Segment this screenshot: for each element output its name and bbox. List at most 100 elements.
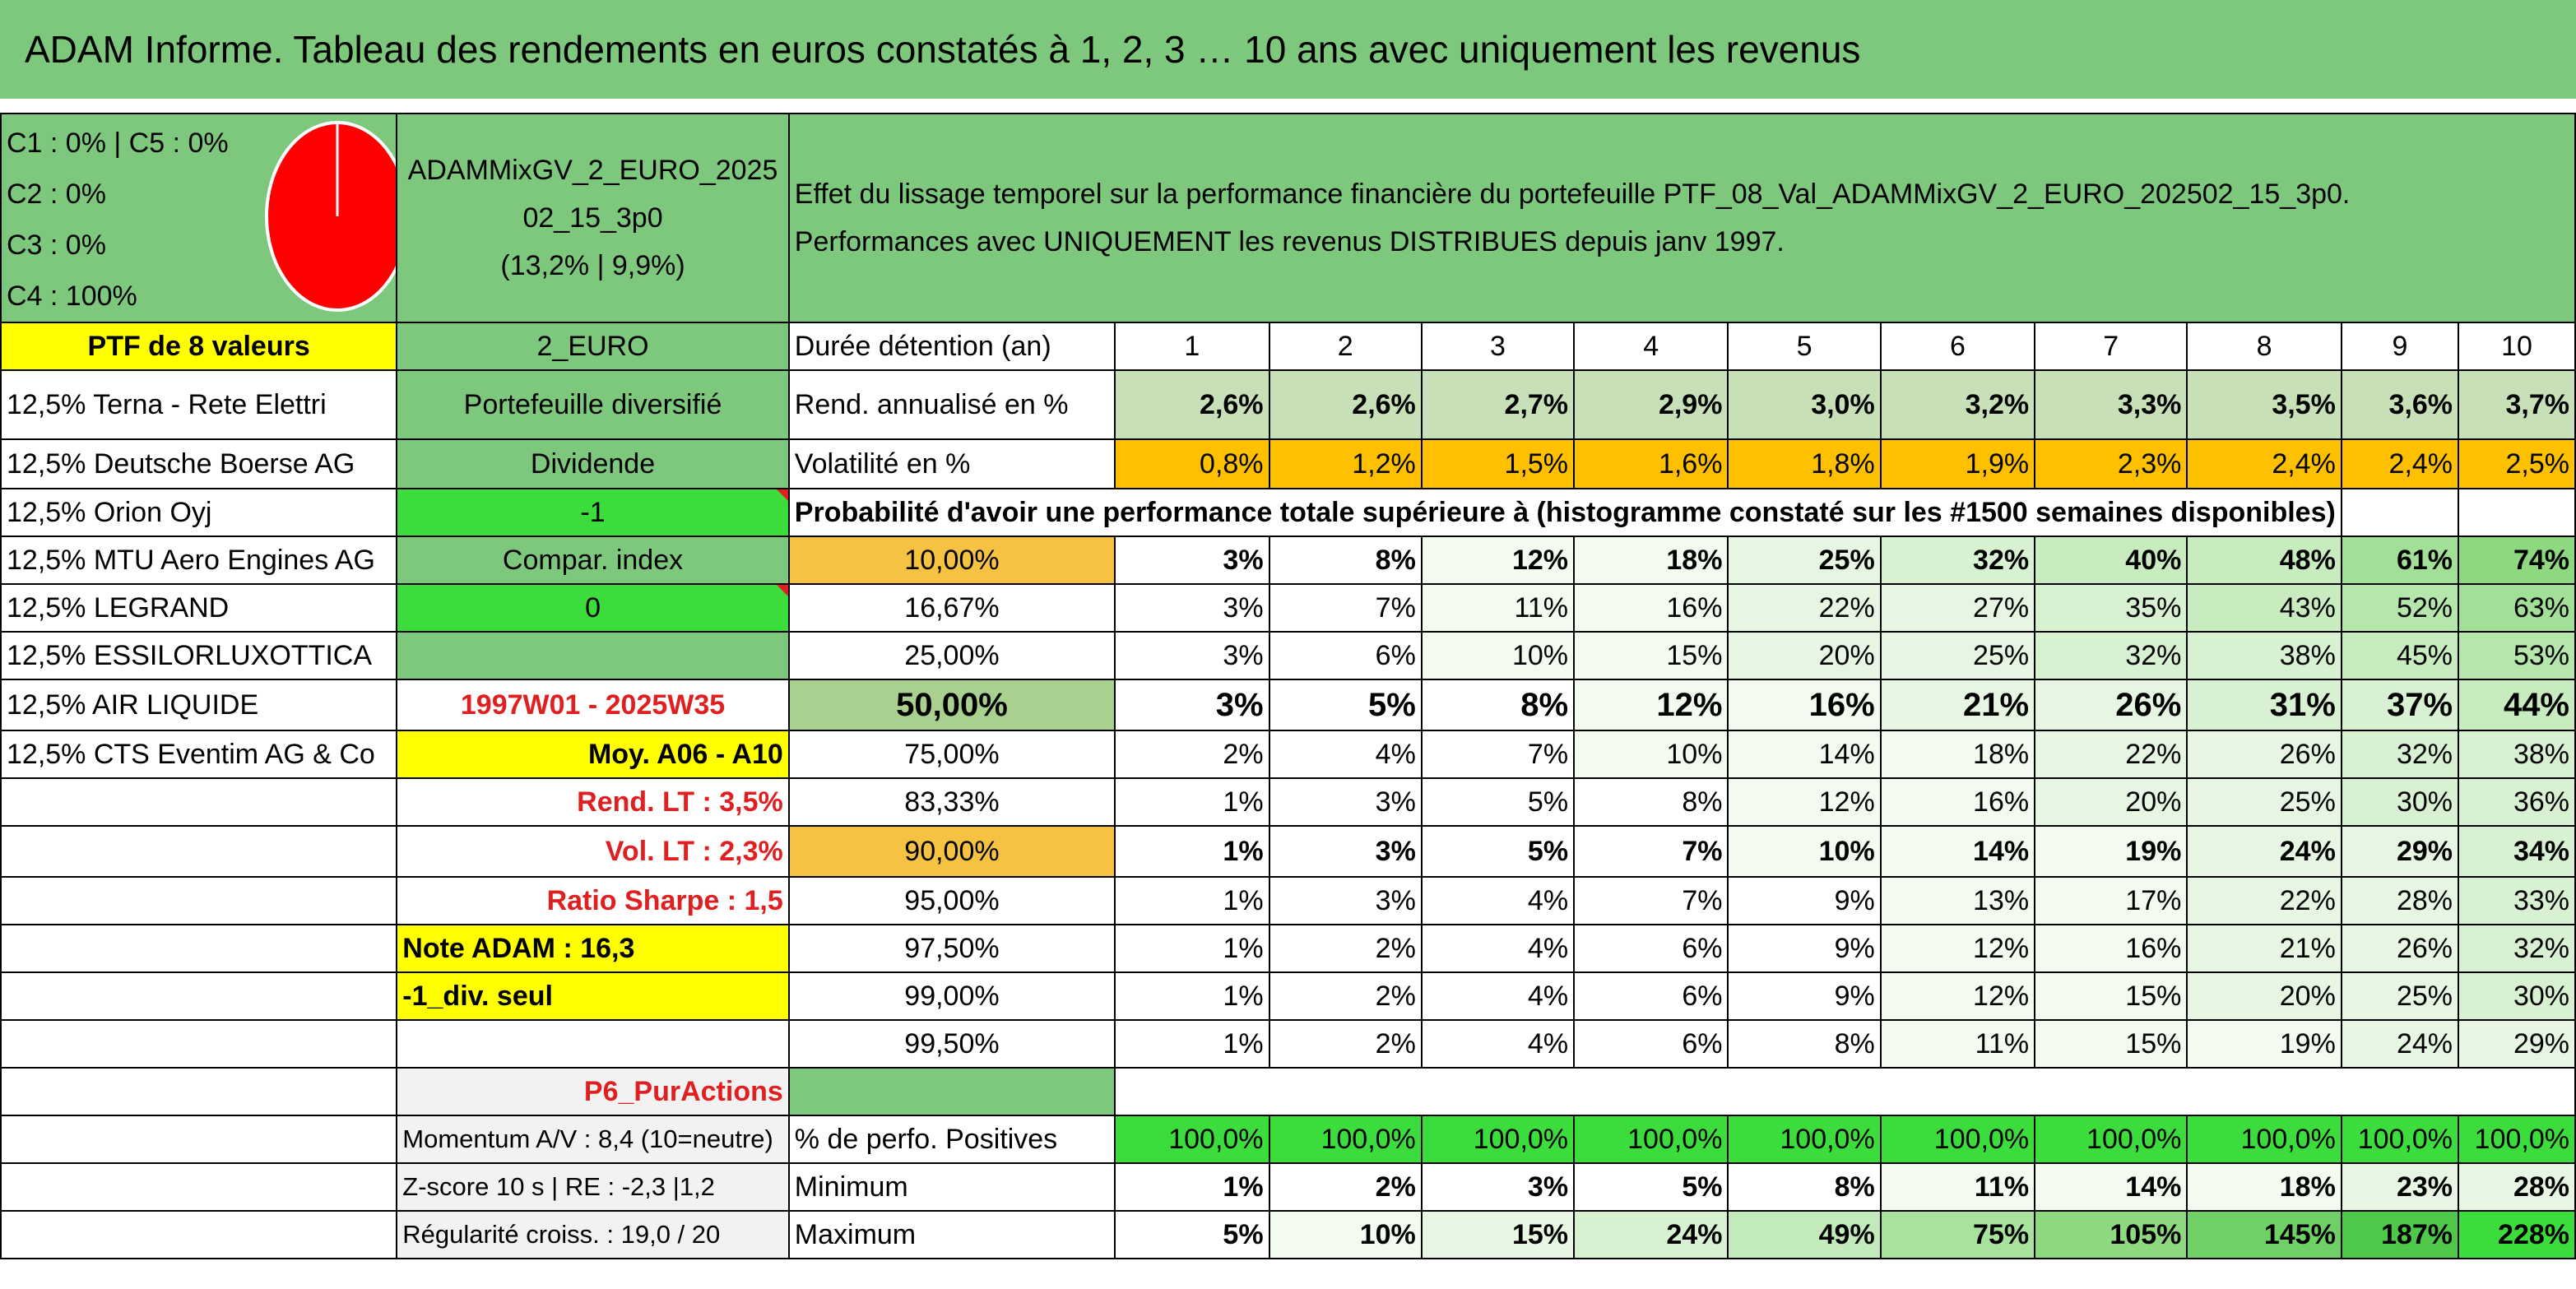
prob-value: 5% <box>1268 679 1423 731</box>
dividend-value: -1 <box>396 488 790 537</box>
vol-value: 0,8% <box>1114 438 1270 489</box>
vol-value: 1,9% <box>1879 438 2036 489</box>
prob-value: 30% <box>2458 971 2576 1021</box>
min-value: 11% <box>1879 1162 2036 1212</box>
prob-value: 3% <box>1114 583 1270 633</box>
rend-value: 2,6% <box>1268 369 1423 440</box>
empty-cell <box>396 631 790 680</box>
prob-value: 33% <box>2458 876 2576 925</box>
prob-value: 32% <box>2458 924 2576 973</box>
prob-value: 43% <box>2186 583 2342 633</box>
year-header: 5 <box>1727 322 1882 371</box>
adam-note: Note ADAM : 16,3 <box>396 924 790 973</box>
vol-value: 2,4% <box>2186 438 2342 489</box>
prob-value: 26% <box>2340 924 2460 973</box>
min-value: 5% <box>1573 1162 1729 1212</box>
empty-cell <box>396 1019 790 1069</box>
min-value: 14% <box>2034 1162 2188 1212</box>
holding-name: 12,5% MTU Aero Engines AG <box>0 536 398 585</box>
prob-value: 21% <box>1879 679 2036 731</box>
max-value: 187% <box>2340 1210 2460 1259</box>
portfolio-name: ADAMMixGV_2_EURO_2025 02_15_3p0 (13,2% |… <box>396 113 790 323</box>
prob-value: 63% <box>2458 583 2576 633</box>
prob-value: 31% <box>2186 679 2342 731</box>
prob-value: 17% <box>2034 876 2188 925</box>
prob-threshold: 83,33% <box>787 777 1116 827</box>
prob-value: 20% <box>2034 777 2188 827</box>
prob-value: 16% <box>2034 924 2188 973</box>
prob-threshold: 10,00% <box>787 536 1116 585</box>
description-line: Performances avec UNIQUEMENT les revenus… <box>794 226 1785 257</box>
holding-name: 12,5% ESSILORLUXOTTICA <box>0 631 398 680</box>
prob-value: 3% <box>1114 679 1270 731</box>
prob-threshold: 97,50% <box>787 924 1116 973</box>
prob-value: 8% <box>1573 777 1729 827</box>
prob-value: 32% <box>1879 536 2036 585</box>
prob-value: 29% <box>2458 1019 2576 1069</box>
year-header: 1 <box>1114 322 1270 371</box>
vol-lt: Vol. LT : 2,3% <box>396 825 790 878</box>
description-line: Effet du lissage temporel sur la perform… <box>794 179 2351 210</box>
holding-name: 12,5% Orion Oyj <box>0 488 398 537</box>
prob-value: 15% <box>2034 1019 2188 1069</box>
prob-value: 25% <box>1879 631 2036 680</box>
max-label: Maximum <box>787 1210 1116 1259</box>
dividend-label: Dividende <box>396 438 790 489</box>
prob-value: 6% <box>1268 631 1423 680</box>
pos-value: 100,0% <box>2458 1115 2576 1164</box>
prob-value: 4% <box>1420 1019 1576 1069</box>
holding-name: 12,5% AIR LIQUIDE <box>0 679 398 731</box>
prob-value: 16% <box>1573 583 1729 633</box>
prob-value: 37% <box>2340 679 2460 731</box>
prob-value: 22% <box>2034 730 2188 779</box>
prob-value: 48% <box>2186 536 2342 585</box>
legend-line: C3 : 0% <box>7 230 106 261</box>
min-value: 2% <box>1268 1162 1423 1212</box>
portfolio-name-line: 02_15_3p0 <box>522 202 663 234</box>
year-header: 6 <box>1879 322 2036 371</box>
prob-value: 5% <box>1420 825 1576 878</box>
max-value: 145% <box>2186 1210 2342 1259</box>
prob-value: 6% <box>1573 971 1729 1021</box>
prob-threshold: 99,00% <box>787 971 1116 1021</box>
rend-label: Rend. annualisé en % <box>787 369 1116 440</box>
pos-value: 100,0% <box>2034 1115 2188 1164</box>
prob-value: 1% <box>1114 971 1270 1021</box>
pos-value: 100,0% <box>1114 1115 1270 1164</box>
prob-value: 10% <box>1573 730 1729 779</box>
rend-value: 3,0% <box>1727 369 1882 440</box>
prob-threshold: 75,00% <box>787 730 1116 779</box>
prob-value: 12% <box>1879 971 2036 1021</box>
prob-value: 18% <box>1573 536 1729 585</box>
portfolio-name-line: (13,2% | 9,9%) <box>500 250 685 281</box>
prob-value: 34% <box>2458 825 2576 878</box>
portfolio-name-line: ADAMMixGV_2_EURO_2025 <box>407 155 778 186</box>
prob-value: 10% <box>1420 631 1576 680</box>
currency-label: 2_EURO <box>396 322 790 371</box>
prob-value: 2% <box>1268 1019 1423 1069</box>
prob-value: 12% <box>1420 536 1576 585</box>
max-value: 15% <box>1420 1210 1576 1259</box>
legend-line: C2 : 0% <box>7 179 106 210</box>
holding-name: 12,5% LEGRAND <box>0 583 398 633</box>
min-value: 1% <box>1114 1162 1270 1212</box>
prob-value: 16% <box>1727 679 1882 731</box>
prob-value: 4% <box>1420 971 1576 1021</box>
page-title: ADAM Informe. Tableau des rendements en … <box>0 0 2576 99</box>
prob-value: 18% <box>1879 730 2036 779</box>
empty-cell <box>2458 488 2576 537</box>
rend-lt: Rend. LT : 3,5% <box>396 777 790 827</box>
prob-value: 2% <box>1114 730 1270 779</box>
rend-value: 3,2% <box>1879 369 2036 440</box>
prob-threshold: 90,00% <box>787 825 1116 878</box>
prob-value: 1% <box>1114 876 1270 925</box>
prob-value: 2% <box>1268 924 1423 973</box>
prob-value: 40% <box>2034 536 2188 585</box>
empty-cell <box>2340 488 2460 537</box>
vol-value: 2,5% <box>2458 438 2576 489</box>
prob-value: 8% <box>1727 1019 1882 1069</box>
prob-value: 21% <box>2186 924 2342 973</box>
empty-cell <box>787 1067 1116 1116</box>
prob-value: 4% <box>1420 924 1576 973</box>
prob-value: 13% <box>1879 876 2036 925</box>
